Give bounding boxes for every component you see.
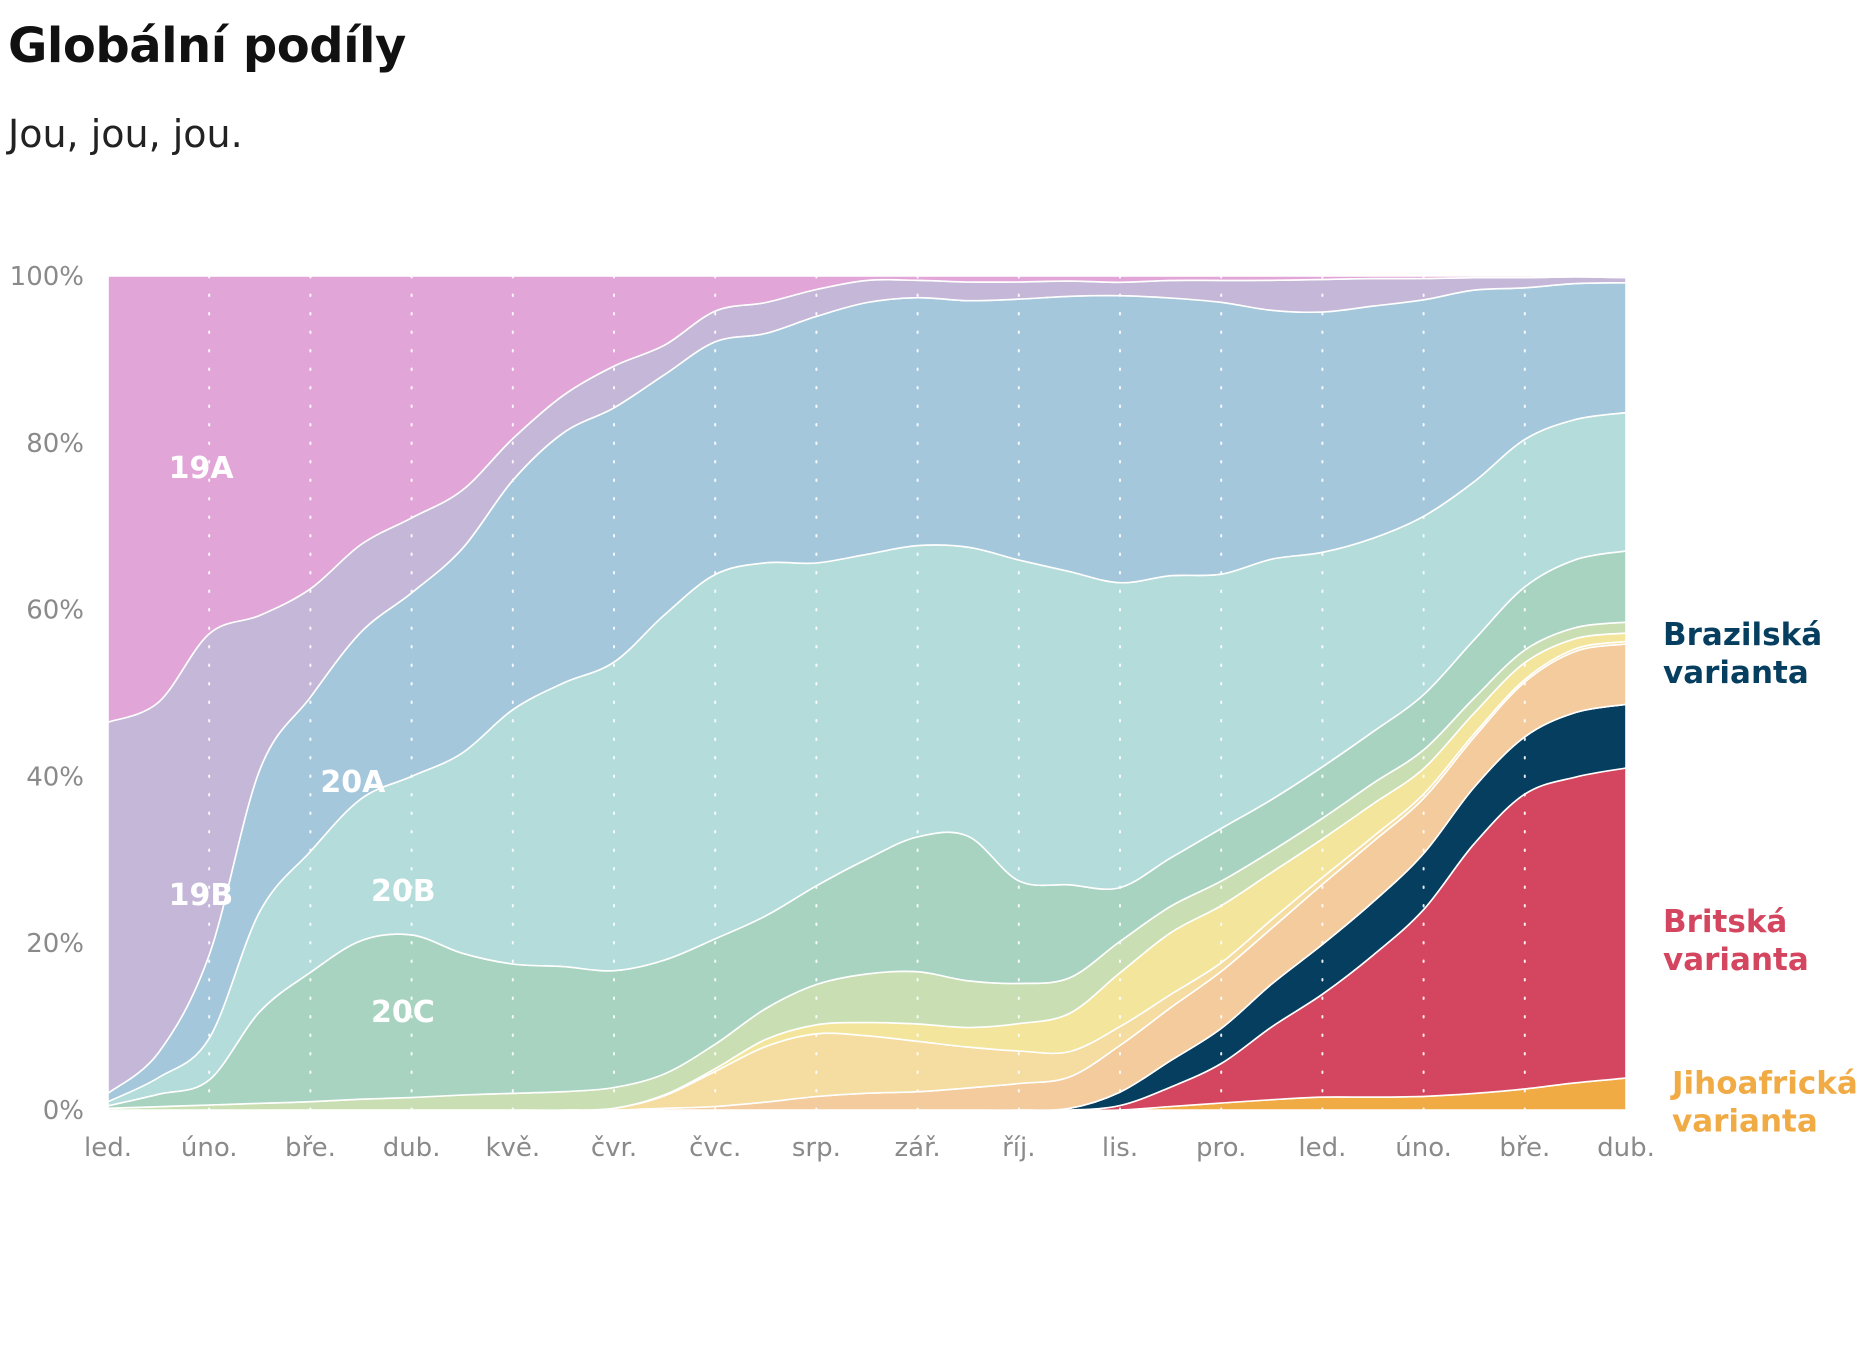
label-jihoafrick-varianta: Jihoafrická varianta <box>1670 1065 1858 1139</box>
y-tick-label: 80% <box>26 429 84 459</box>
x-tick-label: bře. <box>285 1133 336 1163</box>
area-19a <box>107 275 1627 724</box>
label-britsk-varianta: Britská varianta <box>1663 904 1809 978</box>
x-tick-label: úno. <box>181 1133 238 1163</box>
x-tick-label: čvc. <box>689 1133 741 1163</box>
series-labels: 19A 19B 20A 20B 20C Brazilská varianta Britská v… <box>169 451 1858 1140</box>
x-tick-label: bře. <box>1499 1133 1550 1163</box>
x-tick-label: led. <box>84 1133 132 1163</box>
x-tick-label: říj. <box>1002 1133 1035 1163</box>
area-layer <box>107 275 1627 1112</box>
label-19a: 19A <box>169 451 235 486</box>
x-tick-label: zář. <box>895 1133 941 1163</box>
chart-subtitle: Jou, jou, jou. <box>8 112 243 156</box>
y-axis: 0% 20% 40% 60% 80% 100% <box>10 262 84 1126</box>
x-tick-label: led. <box>1298 1133 1346 1163</box>
label-19b: 19B <box>169 878 234 913</box>
label-20a: 20A <box>320 765 386 800</box>
chart-title: Globální podíly <box>8 18 406 74</box>
x-axis: led. úno. bře. dub. kvě. čvr. čvc. srp. zář. říj.… <box>84 1133 1655 1163</box>
x-tick-label: pro. <box>1196 1133 1246 1163</box>
y-tick-label: 20% <box>26 929 84 959</box>
label-20c: 20C <box>371 995 435 1030</box>
y-tick-label: 60% <box>26 596 84 626</box>
x-tick-label: úno. <box>1395 1133 1452 1163</box>
label-20b: 20B <box>371 874 436 909</box>
y-tick-label: 40% <box>26 762 84 792</box>
y-tick-label: 0% <box>43 1096 84 1126</box>
y-tick-label: 100% <box>10 262 84 292</box>
x-tick-label: lis. <box>1102 1133 1138 1163</box>
x-tick-label: srp. <box>792 1133 841 1163</box>
x-tick-label: čvr. <box>591 1133 637 1163</box>
label-brazilsk-varianta: Brazilská varianta <box>1663 617 1822 691</box>
x-tick-label: dub. <box>383 1133 441 1163</box>
x-tick-label: kvě. <box>485 1133 540 1163</box>
x-tick-label: dub. <box>1597 1133 1655 1163</box>
